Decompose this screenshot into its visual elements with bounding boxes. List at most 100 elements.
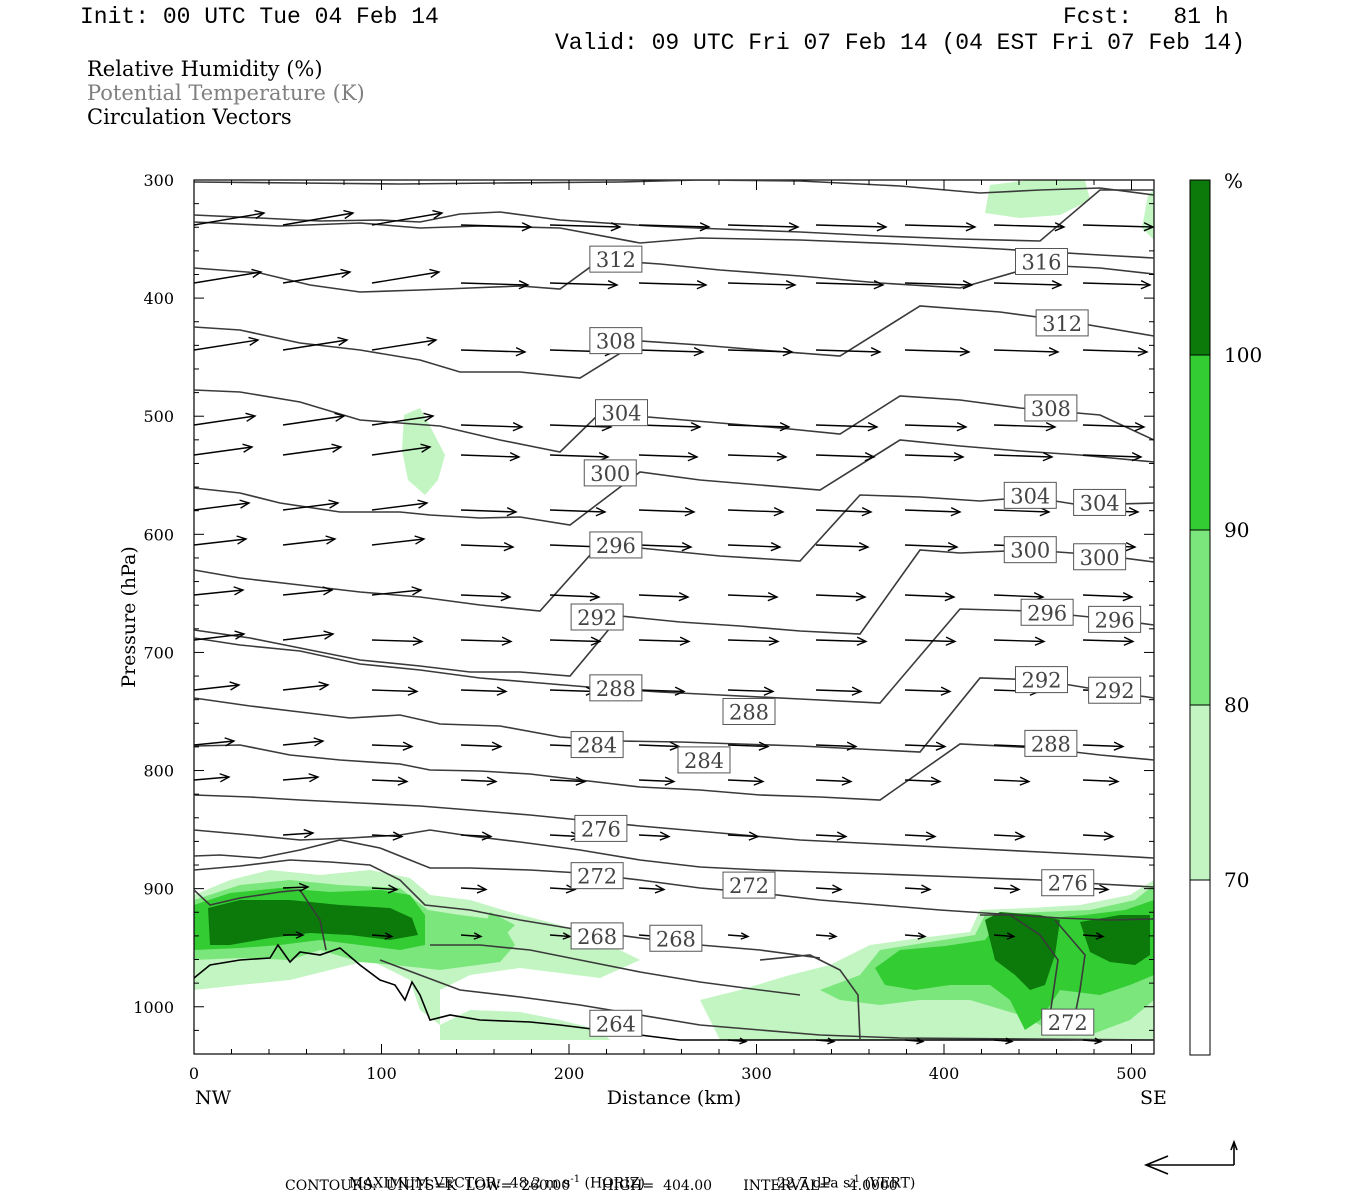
- x-end-label-left: NW: [195, 1087, 232, 1109]
- theta-label-text: 284: [577, 734, 617, 758]
- circulation-vector: [549, 686, 597, 696]
- max-vector-vertical: 22.7 dPa s-1 (VERT): [776, 1174, 916, 1192]
- theta-label: 288: [1024, 729, 1078, 757]
- circulation-vector: [815, 776, 853, 786]
- circulation-vector: [815, 222, 888, 232]
- theta-label-box: [570, 731, 624, 759]
- circulation-vector: [194, 443, 254, 456]
- circulation-vector: [371, 268, 441, 284]
- y-tick-label: 300: [143, 171, 174, 190]
- theta-contour: [194, 677, 1154, 753]
- theta-label: 300: [1073, 543, 1127, 571]
- circulation-vector: [904, 741, 947, 751]
- circulation-vector: [1082, 422, 1146, 432]
- circulation-vector: [638, 222, 711, 232]
- circulation-vector: [194, 209, 266, 226]
- circulation-vector: [815, 884, 843, 894]
- circulation-vector: [371, 831, 404, 841]
- circulation-vector: [815, 541, 870, 552]
- theta-contour: [194, 494, 1154, 612]
- theta-contour: [194, 389, 1154, 453]
- theta-label: 296: [1020, 598, 1074, 626]
- circulation-vector: [638, 741, 681, 751]
- circulation-vector: [460, 636, 513, 646]
- terrain-line: [980, 914, 1059, 1016]
- x-tick-label: 200: [554, 1064, 585, 1083]
- x-tick-label: 500: [1116, 1064, 1147, 1083]
- circulation-vector: [815, 347, 882, 357]
- theta-label-box: [649, 924, 703, 952]
- theta-label-text: 272: [729, 874, 769, 898]
- theta-label-text: 316: [1021, 250, 1061, 274]
- theta-label: 304: [1003, 481, 1057, 509]
- theta-label: 288: [722, 697, 776, 725]
- x-axis-title: Distance (km): [607, 1087, 742, 1109]
- circulation-vector: [460, 452, 521, 462]
- circulation-vector: [460, 506, 518, 517]
- theta-label: 312: [589, 245, 643, 273]
- theta-label-box: [589, 531, 643, 559]
- theta-contour: [194, 189, 1154, 242]
- theta-label-text: 308: [1031, 397, 1071, 421]
- circulation-vector: [460, 831, 493, 841]
- circulation-vector: [282, 336, 349, 351]
- theta-label: 276: [574, 814, 628, 842]
- theta-label-box: [1003, 536, 1057, 564]
- circulation-vector: [815, 506, 873, 517]
- rh-region: [485, 912, 515, 935]
- circulation-vector: [727, 686, 775, 696]
- valid-time: Valid: 09 UTC Fri 07 Feb 14 (04 EST Fri …: [555, 30, 1246, 56]
- theta-contour: [194, 180, 1154, 196]
- circulation-vector: [371, 741, 414, 751]
- theta-label-box: [574, 814, 628, 842]
- circulation-vector: [993, 1037, 1014, 1045]
- y-axis-title: Pressure (hPa): [118, 546, 140, 688]
- circulation-vector: [815, 280, 885, 290]
- theta-contour: [194, 549, 1154, 677]
- circulation-vector: [815, 1037, 836, 1045]
- circulation-vector: [1082, 280, 1152, 290]
- theta-label: 312: [1035, 309, 1089, 337]
- x-tick-label: 300: [741, 1064, 772, 1083]
- theta-label-box: [1020, 598, 1074, 626]
- y-tick-label: 500: [143, 407, 174, 426]
- circulation-vector: [460, 541, 515, 552]
- circulation-vector: [1082, 347, 1149, 357]
- circulation-vector: [815, 422, 879, 432]
- theta-label-box: [1015, 247, 1068, 275]
- theta-label: 268: [570, 922, 624, 950]
- theta-label: 288: [589, 674, 643, 702]
- theta-contour: [194, 829, 1154, 888]
- y-tick-label: 600: [143, 525, 174, 544]
- colorbar-frame: [1189, 179, 1211, 1056]
- circulation-vector: [282, 443, 343, 456]
- circulation-vector: [727, 541, 782, 552]
- circulation-vector: [904, 280, 974, 290]
- circulation-vector: [904, 347, 971, 357]
- circulation-vector: [638, 884, 666, 894]
- circulation-vector: [815, 831, 848, 841]
- circulation-vector: [904, 776, 942, 786]
- theta-label: 292: [570, 603, 624, 631]
- circulation-vector: [371, 884, 399, 894]
- theta-label-text: 308: [596, 330, 636, 354]
- colorbar-band-100: [1190, 180, 1210, 355]
- circulation-vector: [904, 686, 952, 696]
- circulation-vector: [194, 268, 263, 284]
- theta-label-text: 268: [656, 927, 696, 951]
- y-tick-label: 400: [143, 289, 174, 308]
- forecast-hour: Fcst: 81 h: [1063, 4, 1229, 30]
- circulation-vector: [727, 741, 770, 751]
- theta-label-box: [589, 674, 643, 702]
- circulation-vector: [549, 222, 622, 232]
- theta-label-text: 296: [1027, 601, 1067, 625]
- colorbar-band-80: [1190, 530, 1210, 705]
- terrain-line: [194, 889, 327, 951]
- rh-region: [208, 900, 418, 945]
- circulation-vector: [460, 347, 527, 357]
- theta-label: 304: [1073, 488, 1127, 516]
- colorbar-label-90: 90: [1224, 518, 1249, 542]
- circulation-vector: [727, 932, 750, 940]
- rh-region: [985, 912, 1060, 990]
- legend-circulation-vectors: Circulation Vectors: [87, 105, 292, 129]
